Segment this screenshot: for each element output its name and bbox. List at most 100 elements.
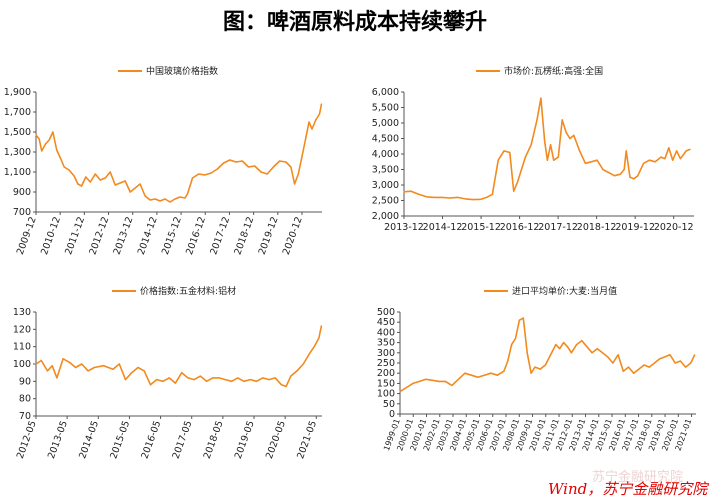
chart-svg-0: 中国玻璃价格指数 700 900 1,100 1,300 1,500 1,700 1,900 2…	[4, 65, 323, 256]
data-point	[63, 166, 65, 168]
x-tick-label: 2012-05	[15, 419, 39, 460]
data-point	[266, 173, 268, 175]
data-point	[410, 190, 412, 192]
data-point	[405, 386, 408, 389]
data-point	[320, 103, 323, 105]
x-tick-label: 2018-12	[577, 222, 617, 233]
series-line	[403, 97, 691, 201]
data-point	[581, 339, 583, 342]
data-point	[131, 372, 133, 374]
data-point	[179, 196, 181, 198]
y-tick-label: 450	[377, 317, 395, 328]
data-point	[608, 172, 610, 174]
x-tick-label: 2009-12	[15, 215, 39, 256]
y-tick-label: 2,000	[372, 211, 399, 222]
data-point	[260, 171, 262, 173]
x-tick-label: 2018-05	[202, 419, 226, 460]
legend-label: 进口平均单价:大麦:当月值	[512, 285, 617, 297]
data-point	[557, 156, 559, 158]
data-point	[507, 360, 509, 362]
y-tick-label: 350	[377, 338, 395, 349]
data-point	[112, 368, 114, 370]
data-point	[94, 173, 96, 175]
data-point	[503, 150, 505, 152]
data-point	[35, 134, 37, 136]
data-point	[174, 198, 176, 200]
data-point	[93, 366, 95, 369]
data-point	[633, 178, 635, 180]
data-point	[187, 377, 189, 379]
data-point	[241, 160, 243, 162]
data-point	[464, 198, 466, 200]
y-tick-label: 700	[13, 207, 31, 218]
data-point	[586, 346, 588, 348]
data-point	[229, 159, 231, 161]
y-tick-label: 1,700	[4, 107, 31, 118]
data-point	[41, 150, 43, 152]
data-point	[544, 364, 547, 366]
data-point	[186, 193, 189, 195]
data-point	[612, 362, 614, 364]
y-tick-label: 0	[389, 409, 395, 420]
x-tick-label: 2016-12	[500, 222, 540, 233]
data-point	[573, 134, 575, 136]
data-point	[654, 161, 656, 163]
data-point	[40, 359, 42, 362]
data-point	[622, 370, 624, 372]
chart-glass-price: 中国玻璃价格指数 700 900 1,100 1,300 1,500 1,700 1,900 2…	[0, 52, 350, 256]
data-point	[659, 358, 661, 360]
data-point	[218, 377, 220, 379]
data-point	[193, 379, 195, 381]
data-point	[643, 364, 645, 366]
data-point	[73, 175, 75, 177]
data-point	[669, 354, 671, 356]
data-point	[403, 191, 405, 193]
chart-svg-2: 价格指数:五金材料:铝材 70 80 90 100 110 120 130 2012-05 201…	[13, 285, 323, 460]
data-point	[575, 344, 578, 346]
data-point	[591, 352, 593, 354]
data-point	[35, 363, 37, 365]
data-point	[596, 348, 598, 350]
data-point	[470, 374, 473, 376]
x-tick-label: 2012-12	[87, 215, 111, 256]
data-point	[625, 150, 627, 152]
data-point	[477, 376, 479, 378]
data-point	[290, 166, 292, 168]
data-point	[520, 168, 523, 171]
data-point	[48, 139, 50, 141]
data-point	[247, 166, 250, 168]
data-point	[99, 179, 101, 181]
data-point	[457, 378, 460, 380]
y-tick-label: 5,000	[372, 118, 399, 129]
data-point	[68, 169, 70, 171]
x-tick-label: 2020-12	[281, 215, 305, 256]
data-point	[642, 162, 645, 164]
series-line	[35, 103, 323, 203]
data-point	[59, 157, 62, 159]
y-tick-label: 1,900	[4, 87, 31, 98]
y-tick-label: 120	[13, 324, 31, 335]
x-tick-label: 2019-12	[615, 222, 655, 233]
data-point	[103, 365, 105, 367]
data-point	[301, 155, 303, 157]
data-point	[204, 174, 206, 176]
data-point	[216, 168, 218, 170]
data-point	[483, 374, 485, 376]
data-point	[254, 165, 256, 167]
data-point	[184, 197, 186, 199]
data-point	[87, 370, 89, 372]
data-point	[199, 375, 201, 377]
data-point	[638, 368, 640, 370]
data-point	[313, 346, 315, 348]
data-point	[524, 156, 526, 158]
data-point	[456, 196, 459, 198]
data-point	[565, 131, 567, 133]
series-line	[35, 325, 323, 388]
data-point	[555, 344, 557, 346]
data-point	[530, 144, 532, 146]
data-point	[169, 201, 171, 203]
data-point	[129, 191, 131, 193]
x-tick-label: 2013-05	[46, 419, 70, 460]
data-point	[464, 372, 466, 374]
chart-svg-3: 进口平均单价:大麦:当月值 050100150200250300350400450…	[377, 285, 696, 452]
